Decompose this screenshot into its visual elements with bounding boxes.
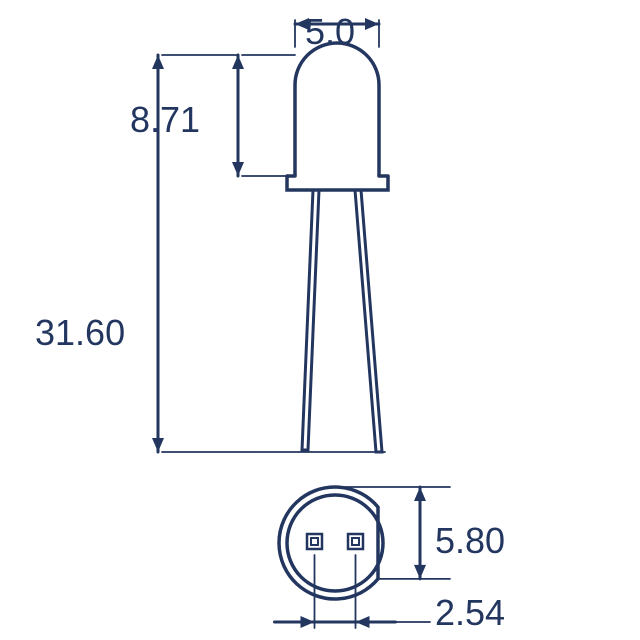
label-total-height: 31.60 [35, 312, 125, 353]
label-flange-diameter: 5.80 [435, 520, 505, 561]
led-flange-outline [287, 176, 388, 190]
bottom-pad-left-inner [311, 538, 318, 545]
bottom-pad-left [307, 534, 322, 549]
label-body-height: 8.71 [130, 99, 200, 140]
bottom-inner-circle [287, 495, 383, 591]
led-lead-right [355, 190, 382, 452]
bottom-pad-right-inner [352, 538, 359, 545]
led-bottom-view [279, 487, 383, 599]
led-side-view [287, 43, 388, 452]
dimension-labels: 5.0 8.71 31.60 5.80 2.54 [35, 11, 505, 633]
led-dome-outline [295, 43, 379, 176]
bottom-pad-right [348, 534, 363, 549]
label-lead-pitch: 2.54 [435, 592, 505, 633]
led-lead-left [302, 190, 319, 450]
label-body-diameter: 5.0 [305, 11, 355, 52]
